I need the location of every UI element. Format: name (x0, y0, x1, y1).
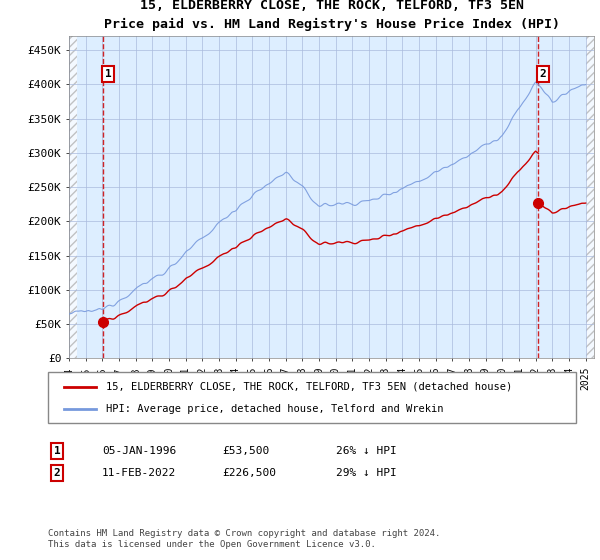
FancyBboxPatch shape (48, 372, 576, 423)
Text: 29% ↓ HPI: 29% ↓ HPI (336, 468, 397, 478)
Text: 2: 2 (53, 468, 61, 478)
Text: 1: 1 (104, 69, 112, 79)
Text: 1: 1 (53, 446, 61, 456)
Text: £226,500: £226,500 (222, 468, 276, 478)
Text: HPI: Average price, detached house, Telford and Wrekin: HPI: Average price, detached house, Telf… (106, 404, 443, 414)
Text: 26% ↓ HPI: 26% ↓ HPI (336, 446, 397, 456)
Text: Contains HM Land Registry data © Crown copyright and database right 2024.
This d: Contains HM Land Registry data © Crown c… (48, 529, 440, 549)
Bar (69, 36, 77, 358)
Text: 05-JAN-1996: 05-JAN-1996 (102, 446, 176, 456)
Text: 11-FEB-2022: 11-FEB-2022 (102, 468, 176, 478)
Text: £53,500: £53,500 (222, 446, 269, 456)
Title: 15, ELDERBERRY CLOSE, THE ROCK, TELFORD, TF3 5EN
Price paid vs. HM Land Registry: 15, ELDERBERRY CLOSE, THE ROCK, TELFORD,… (104, 0, 560, 31)
Bar (586, 36, 594, 358)
Text: 15, ELDERBERRY CLOSE, THE ROCK, TELFORD, TF3 5EN (detached house): 15, ELDERBERRY CLOSE, THE ROCK, TELFORD,… (106, 381, 512, 391)
Text: 2: 2 (539, 69, 546, 79)
